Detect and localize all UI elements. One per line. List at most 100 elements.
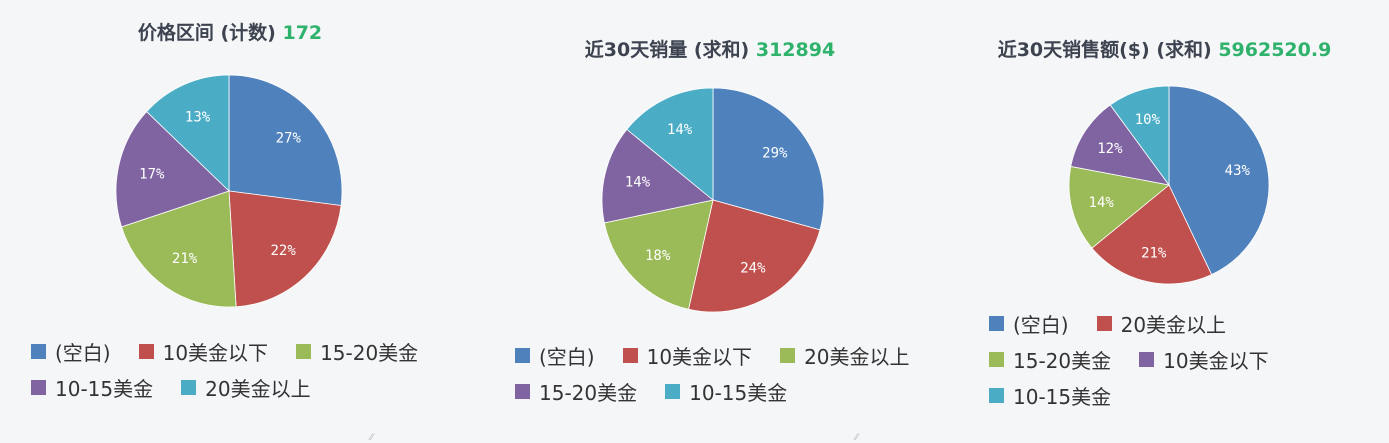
legend-item[interactable]: (空白) <box>989 309 1069 338</box>
legend-item[interactable]: 10美金以下 <box>622 341 753 370</box>
legend-swatch <box>138 343 154 359</box>
pie-slice[interactable] <box>1109 85 1170 187</box>
legend-swatch <box>31 379 46 395</box>
decoration-mark: ⁄⁄ <box>855 433 859 443</box>
legend-swatch <box>665 383 681 399</box>
legend-swatch <box>515 347 530 363</box>
legend-item[interactable]: 15-20美金 <box>515 377 637 406</box>
pie-slice[interactable] <box>603 199 714 310</box>
decoration-mark: ⁄⁄ <box>370 433 374 443</box>
data-label: 17% <box>139 166 165 182</box>
legend-swatch <box>181 379 197 395</box>
chart-total: 172 <box>282 22 323 44</box>
data-label: 14% <box>667 122 693 138</box>
legend-item[interactable]: 20美金以上 <box>780 341 910 370</box>
pie-slice[interactable] <box>121 190 237 308</box>
legend-label: 10美金以下 <box>1163 348 1269 373</box>
legend-swatch <box>31 343 46 359</box>
legend-item[interactable]: 10-15美金 <box>989 381 1111 410</box>
pie-slice[interactable] <box>1070 104 1170 186</box>
data-label: 12% <box>1097 141 1123 157</box>
data-label: 22% <box>270 243 296 259</box>
pie-slice[interactable] <box>228 74 343 206</box>
chart-title: 近30天销量 (求和) 312894 <box>470 35 950 62</box>
legend-label: 15-20美金 <box>320 340 419 365</box>
legend-item[interactable]: 15-20美金 <box>296 337 418 366</box>
legend-item[interactable]: 10美金以下 <box>1139 345 1269 374</box>
chart-title: 价格区间 (计数) 172 <box>0 18 460 45</box>
legend-swatch <box>622 347 638 363</box>
legend-label: 10-15美金 <box>1013 384 1112 409</box>
pie-chart: 43% 21% 14% 12% 10% <box>1068 85 1270 285</box>
legend-item[interactable]: 20美金以上 <box>181 373 311 402</box>
legend-swatch <box>1139 351 1155 367</box>
pie-slice[interactable] <box>115 111 230 228</box>
chart-title-text: 近30天销量 (求和) <box>584 39 750 61</box>
legend-label: 20美金以上 <box>1120 312 1227 337</box>
legend-label: (空白) <box>539 344 595 369</box>
data-label: 10% <box>1135 112 1161 128</box>
chart-title: 近30天销售额($) (求和) 5962520.9 <box>940 35 1389 62</box>
chart-panel-price-range: 价格区间 (计数) 172 27% 22% 21% 17% 13% (空白) 10美金以下… <box>0 0 460 440</box>
chart-title-text: 近30天销售额($) (求和) <box>997 39 1212 61</box>
pie-slice[interactable] <box>626 87 714 201</box>
legend-label: 15-20美金 <box>539 380 638 405</box>
legend-swatch <box>1096 315 1112 331</box>
data-label: 18% <box>645 248 671 264</box>
legend-row: 10-15美金 <box>989 377 1297 413</box>
legend-label: 10美金以下 <box>646 344 753 369</box>
legend-item[interactable]: 10美金以下 <box>138 337 269 366</box>
legend-row: (空白) 10美金以下 20美金以上 <box>515 337 938 373</box>
legend-row: (空白) 20美金以上 <box>989 305 1297 341</box>
legend-label: 10美金以下 <box>162 340 269 365</box>
pie-slice[interactable] <box>712 87 825 231</box>
legend-row: 15-20美金 10-15美金 <box>515 373 938 409</box>
chart-total: 5962520.9 <box>1218 39 1332 61</box>
legend-row: 10-15美金 20美金以上 <box>31 369 446 405</box>
legend-label: (空白) <box>1013 312 1069 337</box>
pie-slice[interactable] <box>146 74 230 192</box>
chart-legend: (空白) 10美金以下 20美金以上 15-20美金 10-15美金 <box>515 337 938 409</box>
pie-slice[interactable] <box>1168 85 1270 276</box>
data-label: 24% <box>740 260 766 276</box>
chart-title-text: 价格区间 (计数) <box>137 22 276 44</box>
pie-slice[interactable] <box>688 199 821 313</box>
chart-panel-sales-amount: 近30天销售额($) (求和) 5962520.9 43% 21% 14% 12% 10… <box>960 0 1389 440</box>
pie-slice[interactable] <box>228 190 342 308</box>
legend-swatch <box>989 351 1004 367</box>
pie-chart: 27% 22% 21% 17% 13% <box>115 74 343 308</box>
data-label: 29% <box>762 146 788 162</box>
legend-item[interactable]: (空白) <box>515 341 595 370</box>
pie-slice[interactable] <box>601 128 714 224</box>
legend-item[interactable]: (空白) <box>31 337 111 366</box>
legend-label: 20美金以上 <box>205 376 311 401</box>
chart-legend: (空白) 20美金以上 15-20美金 10美金以下 10-15美金 <box>989 305 1297 413</box>
data-label: 14% <box>625 175 651 191</box>
legend-item[interactable]: 10-15美金 <box>31 373 153 402</box>
data-label: 27% <box>276 130 302 146</box>
legend-swatch <box>515 383 530 399</box>
pie-slice[interactable] <box>1068 165 1170 249</box>
data-label: 14% <box>1089 195 1115 211</box>
chart-legend: (空白) 10美金以下 15-20美金 10-15美金 20美金以上 <box>31 333 446 405</box>
legend-row: 15-20美金 10美金以下 <box>989 341 1297 377</box>
data-label: 21% <box>1141 246 1167 262</box>
chart-total: 312894 <box>755 39 836 61</box>
legend-row: (空白) 10美金以下 15-20美金 <box>31 333 446 369</box>
legend-item[interactable]: 10-15美金 <box>665 377 787 406</box>
legend-swatch <box>989 387 1004 403</box>
legend-item[interactable]: 20美金以上 <box>1096 309 1227 338</box>
legend-item[interactable]: 15-20美金 <box>989 345 1111 374</box>
legend-label: 15-20美金 <box>1013 348 1112 373</box>
data-label: 43% <box>1225 163 1251 179</box>
data-label: 21% <box>172 251 198 267</box>
chart-panel-sales-volume: 近30天销量 (求和) 312894 29% 24% 18% 14% 14% (空白) 1… <box>480 0 950 440</box>
legend-label: 10-15美金 <box>689 380 788 405</box>
pie-slice[interactable] <box>1091 184 1213 285</box>
pie-chart: 29% 24% 18% 14% 14% <box>601 87 825 313</box>
legend-swatch <box>780 347 796 363</box>
data-label: 13% <box>185 109 211 125</box>
legend-label: 20美金以上 <box>804 344 910 369</box>
legend-swatch <box>296 343 312 359</box>
legend-label: (空白) <box>55 340 111 365</box>
